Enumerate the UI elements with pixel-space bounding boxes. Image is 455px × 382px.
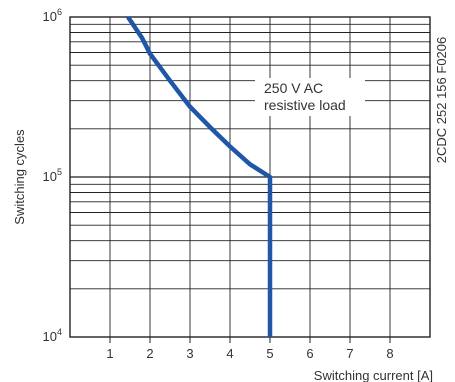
y-tick-exponent: 4	[57, 327, 62, 337]
figure-code: 2CDC 252 156 F0206	[434, 37, 449, 163]
x-tick-label: 6	[306, 346, 313, 361]
x-axis-label: Switching current [A]	[314, 368, 433, 382]
y-tick-label: 105	[43, 167, 62, 184]
x-axis-ticks: 1 2 3 4 5 6 7 8	[106, 337, 394, 361]
x-tick-label: 1	[106, 346, 113, 361]
y-tick-base: 10	[43, 169, 57, 184]
annotation-line1: 250 V AC	[264, 80, 323, 96]
chart-grid	[70, 17, 430, 337]
y-tick-exponent: 5	[57, 167, 62, 177]
y-tick-base: 10	[43, 9, 57, 24]
x-tick-label: 2	[146, 346, 153, 361]
x-tick-label: 3	[186, 346, 193, 361]
series-line	[126, 15, 273, 337]
x-tick-label: 4	[226, 346, 233, 361]
x-tick-label: 8	[386, 346, 393, 361]
annotation-line2: resistive load	[264, 97, 346, 113]
y-tick-exponent: 6	[57, 7, 62, 17]
annotation-box	[255, 78, 365, 116]
y-tick-base: 10	[43, 329, 57, 344]
plot-frame	[69, 16, 431, 338]
y-tick-label: 106	[43, 7, 62, 24]
y-tick-label: 104	[43, 327, 62, 344]
x-tick-label: 7	[346, 346, 353, 361]
x-tick-label: 5	[266, 346, 273, 361]
y-axis-label: Switching cycles	[12, 129, 27, 225]
